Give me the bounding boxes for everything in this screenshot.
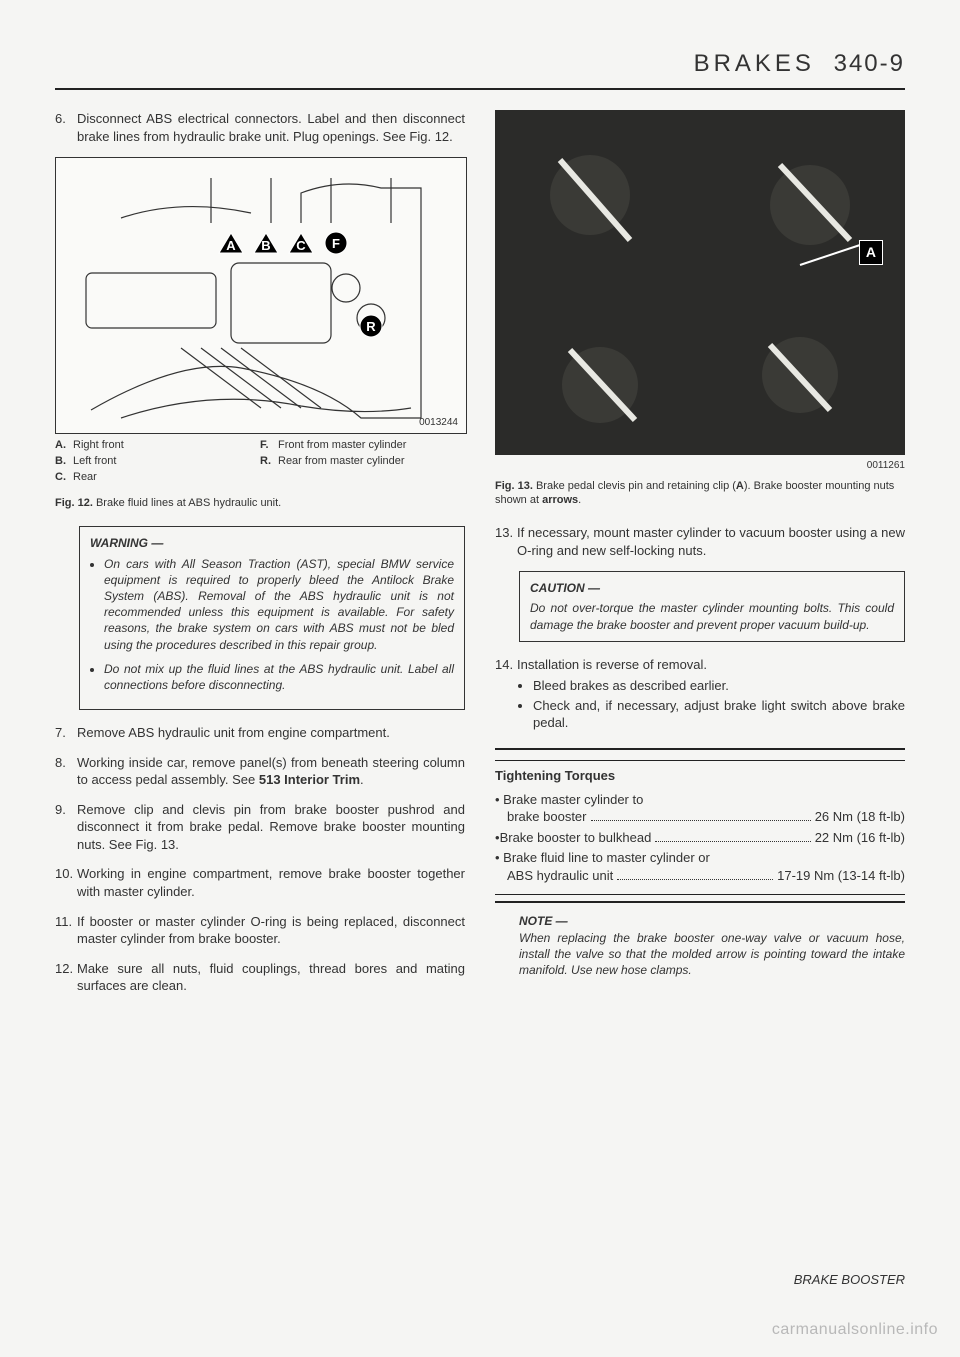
figure-13-photo: A	[495, 110, 905, 455]
abs-unit-diagram: A B C F R	[56, 158, 466, 433]
page-header: BRAKES 340-9	[55, 50, 905, 90]
manual-page: BRAKES 340-9 6. Disconnect ABS electrica…	[0, 0, 960, 1357]
photo-placeholder	[495, 110, 905, 455]
step-10: 10. Working in engine compartment, remov…	[55, 865, 465, 900]
fig-num: Fig. 13.	[495, 480, 533, 492]
legend-C: Rear	[73, 471, 97, 483]
figure-13-caption: Fig. 13. Brake pedal clevis pin and reta…	[495, 479, 905, 509]
caution-text: Do not over-torque the master cylinder m…	[530, 600, 894, 632]
step-6: 6. Disconnect ABS electrical connectors.…	[55, 110, 465, 145]
torque-r3: • Brake fluid line to master cylinder or…	[495, 849, 905, 884]
torque-value: 22 Nm (16 ft-lb)	[815, 829, 905, 847]
divider	[495, 894, 905, 895]
step-text: Remove ABS hydraulic unit from engine co…	[77, 724, 465, 742]
step-8: 8. Working inside car, remove panel(s) f…	[55, 754, 465, 789]
caution-box: CAUTION — Do not over-torque the master …	[519, 571, 905, 642]
step-number: 13.	[495, 524, 517, 559]
step-text: Disconnect ABS electrical connectors. La…	[77, 110, 465, 145]
header-pagenum: 340-9	[834, 50, 905, 77]
step-text: Working in engine compartment, remove br…	[77, 865, 465, 900]
step-text: Make sure all nuts, fluid couplings, thr…	[77, 960, 465, 995]
note-title: NOTE —	[519, 913, 905, 929]
step-text: Remove clip and clevis pin from brake bo…	[77, 801, 465, 854]
figure-id: 0011261	[495, 459, 905, 473]
step-text: If booster or master cylinder O-ring is …	[77, 913, 465, 948]
callout-A: A	[226, 238, 236, 253]
step-number: 6.	[55, 110, 77, 145]
legend-F: Front from master cylinder	[278, 439, 406, 451]
fig-num: Fig. 12.	[55, 497, 93, 509]
left-column: 6. Disconnect ABS electrical connectors.…	[55, 110, 465, 1007]
caution-title: CAUTION —	[530, 580, 894, 596]
note-block: NOTE — When replacing the brake booster …	[519, 913, 905, 978]
step-12: 12. Make sure all nuts, fluid couplings,…	[55, 960, 465, 995]
step-text: Installation is reverse of removal. Blee…	[517, 656, 905, 734]
step-number: 7.	[55, 724, 77, 742]
callout-R: R	[366, 319, 376, 334]
step-number: 14.	[495, 656, 517, 734]
figure-id: 0013244	[419, 416, 458, 430]
legend-B: Left front	[73, 455, 116, 467]
torque-heading: Tightening Torques	[495, 767, 905, 785]
step-number: 12.	[55, 960, 77, 995]
step-text: If necessary, mount master cylinder to v…	[517, 524, 905, 559]
step14-bullet: Check and, if necessary, adjust brake li…	[533, 697, 905, 732]
watermark: carmanualsonline.info	[772, 1321, 938, 1339]
step-text: Working inside car, remove panel(s) from…	[77, 754, 465, 789]
step-11: 11. If booster or master cylinder O-ring…	[55, 913, 465, 948]
figure-12-diagram: A B C F R 0013244	[55, 157, 467, 434]
figure-12-legend: A.Right front B.Left front C.Rear F.Fron…	[55, 438, 465, 486]
step-14: 14. Installation is reverse of removal. …	[495, 656, 905, 734]
torque-value: 17-19 Nm (13-14 ft-lb)	[777, 867, 905, 885]
callout-F: F	[332, 236, 340, 251]
warning-title: WARNING —	[90, 535, 454, 551]
fig-text: Brake fluid lines at ABS hydraulic unit.	[96, 497, 281, 509]
figure-12-caption: Fig. 12. Brake fluid lines at ABS hydrau…	[55, 496, 465, 511]
divider	[495, 748, 905, 750]
divider	[495, 760, 905, 761]
step-number: 9.	[55, 801, 77, 854]
torque-r2: • Brake booster to bulkhead 22 Nm (16 ft…	[495, 829, 905, 847]
photo-callout-A: A	[859, 240, 883, 265]
step-number: 10.	[55, 865, 77, 900]
note-text: When replacing the brake booster one-way…	[519, 930, 905, 979]
header-section: BRAKES	[694, 50, 815, 77]
divider	[495, 901, 905, 903]
torque-r1: • Brake master cylinder to brake booster…	[495, 791, 905, 826]
torque-value: 26 Nm (18 ft-lb)	[815, 808, 905, 826]
step-7: 7. Remove ABS hydraulic unit from engine…	[55, 724, 465, 742]
right-column: A 0011261 Fig. 13. Brake pedal clevis pi…	[495, 110, 905, 1007]
callout-B: B	[261, 238, 270, 253]
content-columns: 6. Disconnect ABS electrical connectors.…	[55, 110, 905, 1007]
step-number: 8.	[55, 754, 77, 789]
callout-C: C	[296, 238, 306, 253]
step-number: 11.	[55, 913, 77, 948]
step-9: 9. Remove clip and clevis pin from brake…	[55, 801, 465, 854]
warning-p1: On cars with All Season Traction (AST), …	[104, 556, 454, 653]
page-footer: BRAKE BOOSTER	[794, 1272, 905, 1287]
legend-R: Rear from master cylinder	[278, 455, 405, 467]
legend-A: Right front	[73, 439, 124, 451]
warning-p2: Do not mix up the fluid lines at the ABS…	[104, 661, 454, 693]
step-13: 13. If necessary, mount master cylinder …	[495, 524, 905, 559]
warning-box: WARNING — On cars with All Season Tracti…	[79, 526, 465, 710]
step14-bullet: Bleed brakes as described earlier.	[533, 677, 905, 695]
